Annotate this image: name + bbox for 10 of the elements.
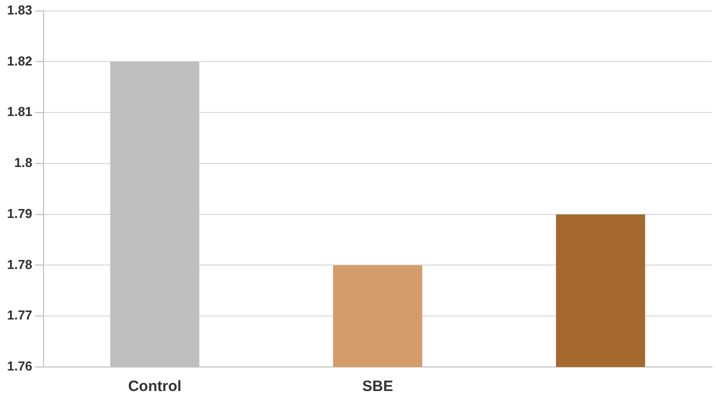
y-tick-label: 1.83 — [6, 2, 32, 18]
x-tick-label: Control — [128, 378, 182, 396]
y-tick-label: 1.78 — [6, 256, 32, 272]
x-tick-label: SBE — [362, 378, 394, 396]
y-tick-label: 1.76 — [6, 358, 32, 374]
y-tick-label: 1.8 — [14, 155, 32, 170]
y-tick-label: 1.81 — [6, 104, 32, 120]
y-tick-label: 1.77 — [6, 308, 32, 323]
y-tick-label: 1.79 — [6, 206, 32, 221]
y-tick-label: 1.82 — [6, 53, 32, 68]
